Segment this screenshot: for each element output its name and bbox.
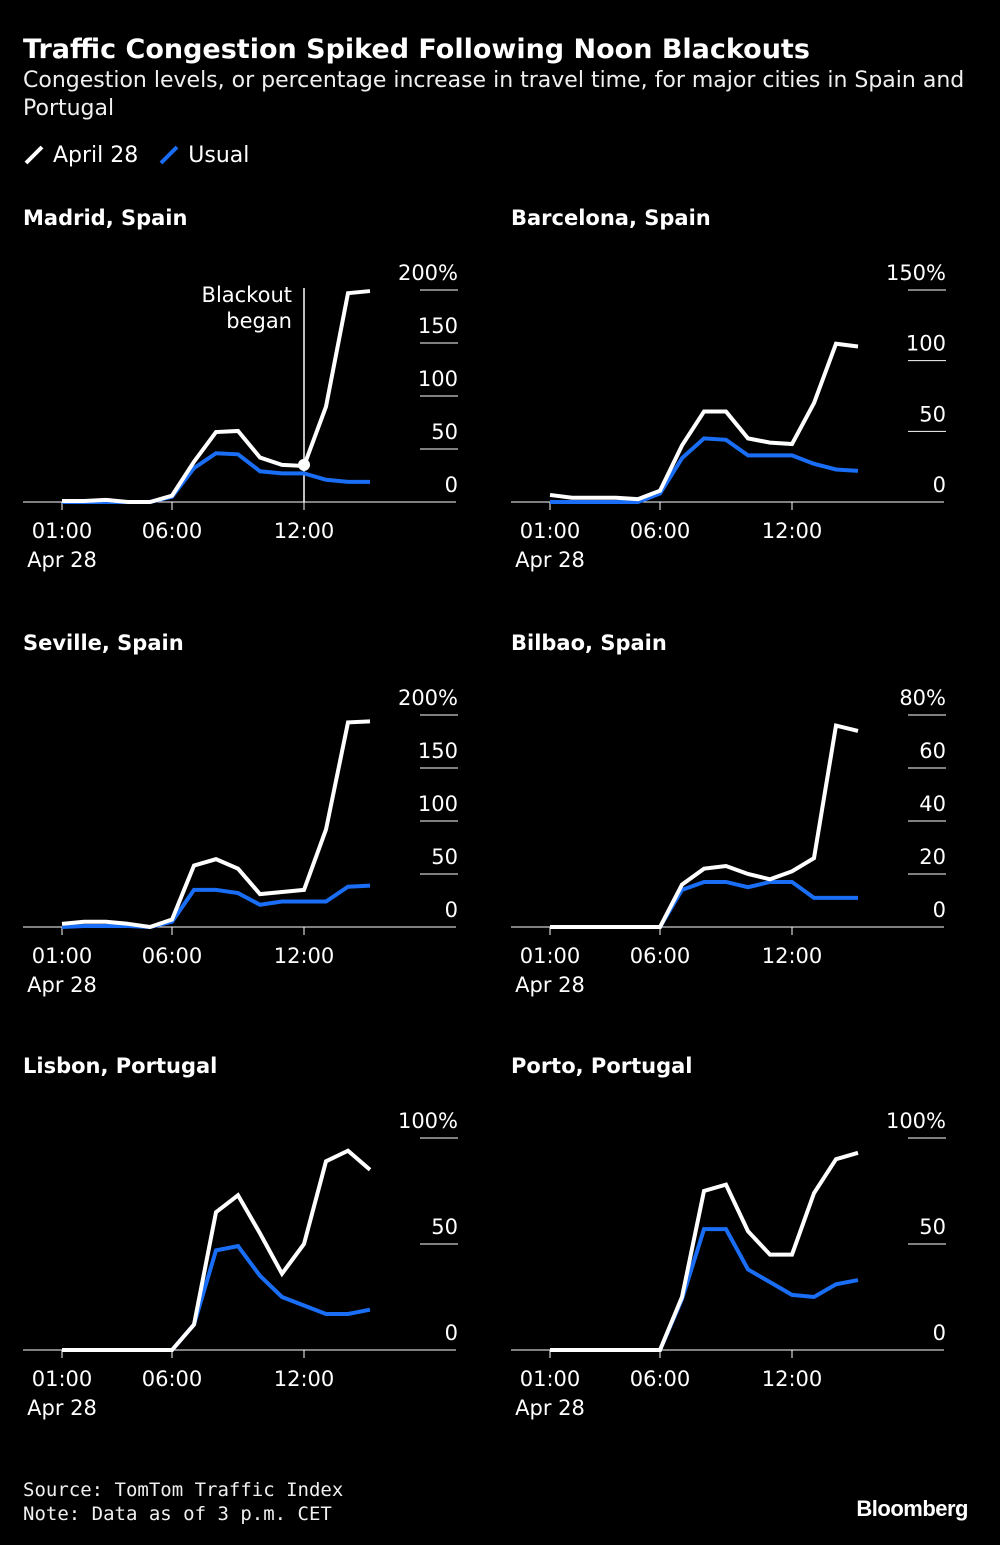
series-line-april-28 bbox=[549, 341, 859, 502]
series-line-usual bbox=[550, 879, 858, 929]
series-line-usual bbox=[61, 883, 371, 930]
data-note: Note: Data as of 3 p.m. CET bbox=[23, 1503, 332, 1525]
y-tick-label-100: 100 bbox=[418, 792, 458, 816]
legend-label-usual: Usual bbox=[188, 142, 250, 168]
y-tick-label-0: 0 bbox=[445, 1321, 458, 1345]
chart-title: Traffic Congestion Spiked Following Noon… bbox=[23, 34, 810, 65]
panel-madrid: Madrid, Spain 200% 150 100 50 0 01:00 Apr 28 06… bbox=[23, 205, 503, 605]
panel-title-seville: Seville, Spain bbox=[23, 631, 184, 655]
x-tick-label-06-00: 06:00 bbox=[142, 944, 203, 968]
panel-barcelona: Barcelona, Spain 150% 100 50 0 01:00 Apr 28 06… bbox=[511, 205, 991, 605]
series-line-usual bbox=[62, 1243, 371, 1352]
y-tick-label-50: 50 bbox=[431, 420, 458, 444]
y-tick-label-100: 100% bbox=[886, 1109, 946, 1133]
x-tick-label-06-00: 06:00 bbox=[142, 1367, 203, 1391]
chart-bilbao: 80% 60 40 20 0 01:00 Apr 28 06:00 12:00 bbox=[511, 686, 946, 997]
x-tick-label-01-00: 01:00 bbox=[32, 519, 93, 543]
series-line-april-28 bbox=[550, 723, 859, 929]
chart-lisbon: 100% 50 0 01:00 Apr 28 06:00 12:00 bbox=[23, 1109, 458, 1420]
y-tick-label-100: 100 bbox=[906, 332, 946, 356]
series-line-usual bbox=[62, 451, 370, 504]
x-tick-sublabel-apr-28: Apr 28 bbox=[27, 1396, 97, 1420]
series-line-usual bbox=[550, 1227, 859, 1352]
series-line-april-28 bbox=[61, 719, 371, 930]
chart-porto: 100% 50 0 01:00 Apr 28 06:00 12:00 bbox=[511, 1109, 946, 1420]
y-tick-label-0: 0 bbox=[445, 473, 458, 497]
y-tick-label-50: 50 bbox=[919, 402, 946, 426]
x-tick-label-01-00: 01:00 bbox=[520, 519, 581, 543]
x-tick-label-01-00: 01:00 bbox=[520, 944, 581, 968]
chart-subtitle: Congestion levels, or percentage increas… bbox=[23, 68, 965, 121]
x-tick-sublabel-apr-28: Apr 28 bbox=[515, 973, 585, 997]
y-tick-label-150: 150 bbox=[418, 739, 458, 763]
y-tick-label-0: 0 bbox=[933, 898, 946, 922]
y-tick-label-100: 100 bbox=[418, 367, 458, 391]
legend-label-april-28: April 28 bbox=[53, 142, 139, 168]
x-tick-sublabel-apr-28: Apr 28 bbox=[515, 1396, 585, 1420]
y-tick-label-60: 60 bbox=[919, 739, 946, 763]
x-tick-label-12-00: 12:00 bbox=[274, 519, 335, 543]
y-tick-label-150: 150 bbox=[418, 314, 458, 338]
chart-barcelona: 150% 100 50 0 01:00 Apr 28 06:00 12:00 bbox=[511, 261, 946, 572]
panel-title-porto: Porto, Portugal bbox=[511, 1054, 693, 1078]
panel-title-lisbon: Lisbon, Portugal bbox=[23, 1054, 218, 1078]
y-tick-label-0: 0 bbox=[445, 898, 458, 922]
series-line-april-28 bbox=[62, 289, 371, 504]
y-tick-label-0: 0 bbox=[933, 473, 946, 497]
series-line-usual bbox=[550, 436, 859, 504]
chart-madrid: 200% 150 100 50 0 01:00 Apr 28 06:00 12:00 Blacko… bbox=[23, 261, 458, 572]
series-line-april-28 bbox=[550, 1150, 859, 1352]
legend: April 28 Usual bbox=[23, 140, 249, 170]
y-tick-label-100: 100% bbox=[398, 1109, 458, 1133]
x-tick-sublabel-apr-28: Apr 28 bbox=[27, 548, 97, 572]
legend-swatch-usual bbox=[159, 145, 179, 165]
x-tick-label-01-00: 01:00 bbox=[520, 1367, 581, 1391]
chart-seville: 200% 150 100 50 0 01:00 Apr 28 06:00 12:00 bbox=[23, 686, 458, 997]
x-tick-label-12-00: 12:00 bbox=[762, 519, 823, 543]
legend-swatch-april-28 bbox=[24, 145, 44, 165]
legend-item-usual: Usual bbox=[158, 143, 249, 168]
y-tick-label-20: 20 bbox=[919, 845, 946, 869]
panel-lisbon: Lisbon, Portugal 100% 50 0 01:00 Apr 28 06:00… bbox=[23, 1053, 503, 1453]
x-tick-label-06-00: 06:00 bbox=[142, 519, 203, 543]
x-tick-label-06-00: 06:00 bbox=[630, 519, 691, 543]
panel-title-barcelona: Barcelona, Spain bbox=[511, 206, 711, 230]
y-tick-label-40: 40 bbox=[919, 792, 946, 816]
footer: Source: TomTom Traffic Index Note: Data … bbox=[23, 1478, 343, 1526]
source-note: Source: TomTom Traffic Index bbox=[23, 1479, 344, 1501]
y-tick-label-150: 150% bbox=[886, 261, 946, 285]
y-tick-label-200: 200% bbox=[398, 686, 458, 710]
panel-bilbao: Bilbao, Spain 80% 60 40 20 0 01:00 Apr 28 06:00… bbox=[511, 630, 991, 1030]
annotation-text-blackout: Blackout bbox=[202, 283, 292, 307]
x-tick-label-12-00: 12:00 bbox=[762, 1367, 823, 1391]
annotation-dot bbox=[298, 458, 310, 471]
y-tick-label-50: 50 bbox=[431, 1215, 458, 1239]
panel-title-madrid: Madrid, Spain bbox=[23, 206, 188, 230]
annotation-text-began: began bbox=[226, 309, 292, 333]
x-tick-label-12-00: 12:00 bbox=[274, 1367, 335, 1391]
legend-item-april-28: April 28 bbox=[23, 143, 138, 168]
x-tick-sublabel-apr-28: Apr 28 bbox=[515, 548, 585, 572]
x-tick-sublabel-apr-28: Apr 28 bbox=[27, 973, 97, 997]
y-tick-label-0: 0 bbox=[933, 1321, 946, 1345]
x-tick-label-01-00: 01:00 bbox=[32, 1367, 93, 1391]
panel-seville: Seville, Spain 200% 150 100 50 0 01:00 Apr 28 0… bbox=[23, 630, 503, 1030]
y-tick-label-50: 50 bbox=[919, 1215, 946, 1239]
x-tick-label-12-00: 12:00 bbox=[762, 944, 823, 968]
x-tick-label-06-00: 06:00 bbox=[630, 944, 691, 968]
panel-porto: Porto, Portugal 100% 50 0 01:00 Apr 28 06:00 1… bbox=[511, 1053, 991, 1453]
y-tick-label-200: 200% bbox=[398, 261, 458, 285]
x-tick-label-01-00: 01:00 bbox=[32, 944, 93, 968]
bloomberg-logo: Bloomberg bbox=[856, 1496, 968, 1521]
y-tick-label-80: 80% bbox=[899, 686, 946, 710]
panel-title-bilbao: Bilbao, Spain bbox=[511, 631, 667, 655]
y-tick-label-50: 50 bbox=[431, 845, 458, 869]
x-tick-label-06-00: 06:00 bbox=[630, 1367, 691, 1391]
series-line-april-28 bbox=[62, 1148, 372, 1352]
x-tick-label-12-00: 12:00 bbox=[274, 944, 335, 968]
